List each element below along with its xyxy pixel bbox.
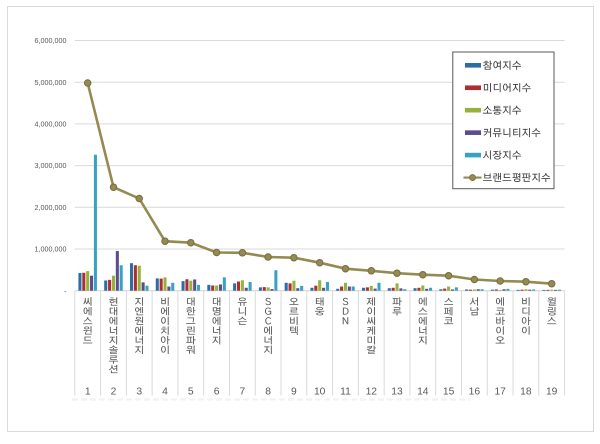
svg-text:-: - <box>64 286 67 295</box>
svg-text:5,000,000: 5,000,000 <box>35 78 67 87</box>
svg-text:8: 8 <box>265 386 271 397</box>
svg-text:10: 10 <box>314 386 326 397</box>
svg-text:14: 14 <box>417 386 429 397</box>
svg-text:3: 3 <box>136 386 142 397</box>
svg-text:18: 18 <box>520 386 532 397</box>
svg-text:13: 13 <box>391 386 403 397</box>
svg-text:6: 6 <box>214 386 220 397</box>
svg-text:5: 5 <box>188 386 194 397</box>
svg-text:4: 4 <box>162 386 168 397</box>
svg-text:9: 9 <box>291 386 297 397</box>
svg-text:6,000,000: 6,000,000 <box>35 36 67 45</box>
svg-text:1: 1 <box>85 386 91 397</box>
svg-text:17: 17 <box>494 386 506 397</box>
svg-text:3,000,000: 3,000,000 <box>35 161 67 170</box>
svg-text:4,000,000: 4,000,000 <box>35 120 67 129</box>
svg-text:19: 19 <box>546 386 558 397</box>
svg-text:16: 16 <box>469 386 481 397</box>
svg-text:15: 15 <box>443 386 455 397</box>
svg-text:2,000,000: 2,000,000 <box>35 203 67 212</box>
svg-text:1,000,000: 1,000,000 <box>35 245 67 254</box>
svg-text:12: 12 <box>366 386 378 397</box>
svg-text:2: 2 <box>111 386 117 397</box>
svg-text:7: 7 <box>240 386 246 397</box>
svg-text:11: 11 <box>340 386 351 397</box>
